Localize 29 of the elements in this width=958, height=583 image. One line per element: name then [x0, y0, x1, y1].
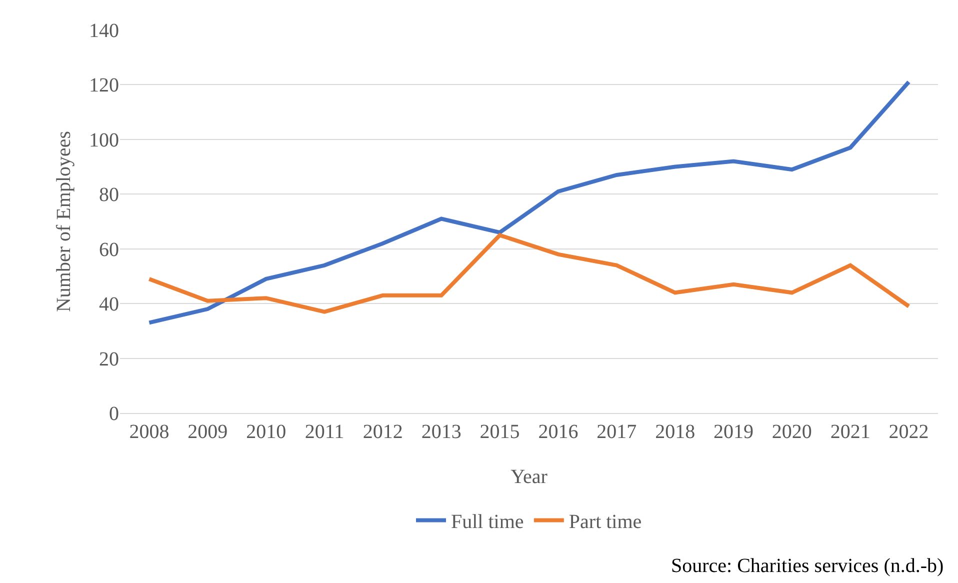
y-tick-label: 40	[99, 294, 119, 316]
x-axis-title: Year	[510, 466, 548, 488]
y-tick-label: 80	[99, 184, 119, 206]
x-tick-label: 2019	[714, 421, 754, 443]
x-tick-label: 2021	[830, 421, 870, 443]
x-tick-label: 2018	[655, 421, 696, 443]
x-tick-label: 2016	[538, 421, 578, 443]
y-tick-label: 0	[109, 403, 119, 425]
x-tick-label: 2013	[421, 421, 462, 443]
y-axis-title: Number of Employees	[53, 130, 75, 312]
source-note: Source: Charities services (n.d.-b)	[671, 555, 944, 577]
x-tick-label: 2012	[362, 421, 403, 443]
line-series	[147, 80, 911, 325]
x-tick-label: 2022	[888, 421, 929, 443]
y-tick-label: 140	[89, 20, 119, 42]
x-tick-label: 2008	[129, 421, 170, 443]
x-tick-label: 2015	[480, 421, 520, 443]
legend-label: Full time	[451, 511, 524, 534]
y-tick-label: 120	[89, 74, 119, 97]
x-tick-label: 2017	[596, 421, 637, 443]
y-tick-label: 100	[89, 129, 119, 152]
legend-label: Part time	[568, 511, 642, 534]
y-tick-label: 60	[99, 238, 119, 261]
y-tick-label: 20	[99, 348, 119, 370]
line-series	[147, 233, 911, 314]
x-tick-label: 2010	[246, 421, 286, 443]
x-tick-label: 2020	[772, 421, 812, 443]
x-tick-label: 2009	[188, 421, 228, 443]
x-tick-label: 2011	[304, 421, 344, 443]
